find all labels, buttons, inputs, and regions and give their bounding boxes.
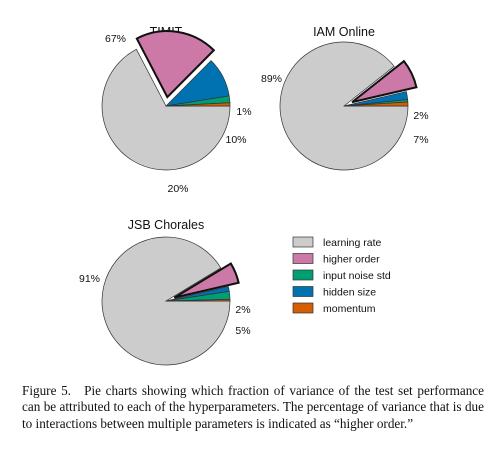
pie-chart-jsb-chorales: JSB Chorales 91% 5% 2% xyxy=(79,218,251,366)
legend-swatch-learning-rate xyxy=(292,236,314,248)
slice-label-learning-rate: 67% xyxy=(105,33,126,45)
legend-label-hidden-size: hidden size xyxy=(323,287,376,299)
figure-caption: Figure 5. Pie charts showing which fract… xyxy=(22,383,484,431)
legend-swatch-momentum xyxy=(292,302,314,314)
slice-label-hidden-size: 2% xyxy=(235,304,250,316)
chart-title: IAM Online xyxy=(313,25,375,39)
slice-label-learning-rate: 91% xyxy=(79,273,100,285)
pie-slice-higher-order xyxy=(351,59,418,104)
legend-swatch-hidden-size xyxy=(292,286,314,297)
pie-slice-learning-rate xyxy=(101,48,231,171)
pie-chart-timit: TIMIT67%20%10%1% xyxy=(101,25,252,195)
legend-label-higher-order: higher order xyxy=(323,254,380,266)
legend-label-momentum: momentum xyxy=(323,303,376,315)
legend: learning rate higher order input noise std… xyxy=(292,236,391,315)
slice-label-higher-order: 5% xyxy=(235,325,250,337)
chart-title: JSB Chorales xyxy=(128,218,204,232)
legend-label-learning-rate: learning rate xyxy=(323,237,382,249)
pie-chart-iam-online: IAM Online 89% 7% 2% xyxy=(261,25,429,171)
pie-slice-momentum xyxy=(165,102,231,107)
pie-slice-higher-order xyxy=(135,30,216,99)
legend-swatch-input-noise-std xyxy=(292,269,314,281)
slice-label-input-noise-std: 1% xyxy=(236,106,251,118)
pie-slice-higher-order xyxy=(173,262,240,299)
slice-label-higher-order: 20% xyxy=(167,183,188,195)
slice-label-learning-rate: 89% xyxy=(261,73,282,85)
legend-swatch-higher-order xyxy=(292,253,314,264)
slice-label-hidden-size: 2% xyxy=(413,110,428,122)
pie-slice-momentum xyxy=(165,299,231,302)
slice-label-higher-order: 7% xyxy=(413,134,428,146)
slice-label-hidden-size: 10% xyxy=(225,134,246,146)
pie-slice-momentum xyxy=(343,101,409,107)
legend-label-input-noise-std: input noise std xyxy=(323,270,391,282)
